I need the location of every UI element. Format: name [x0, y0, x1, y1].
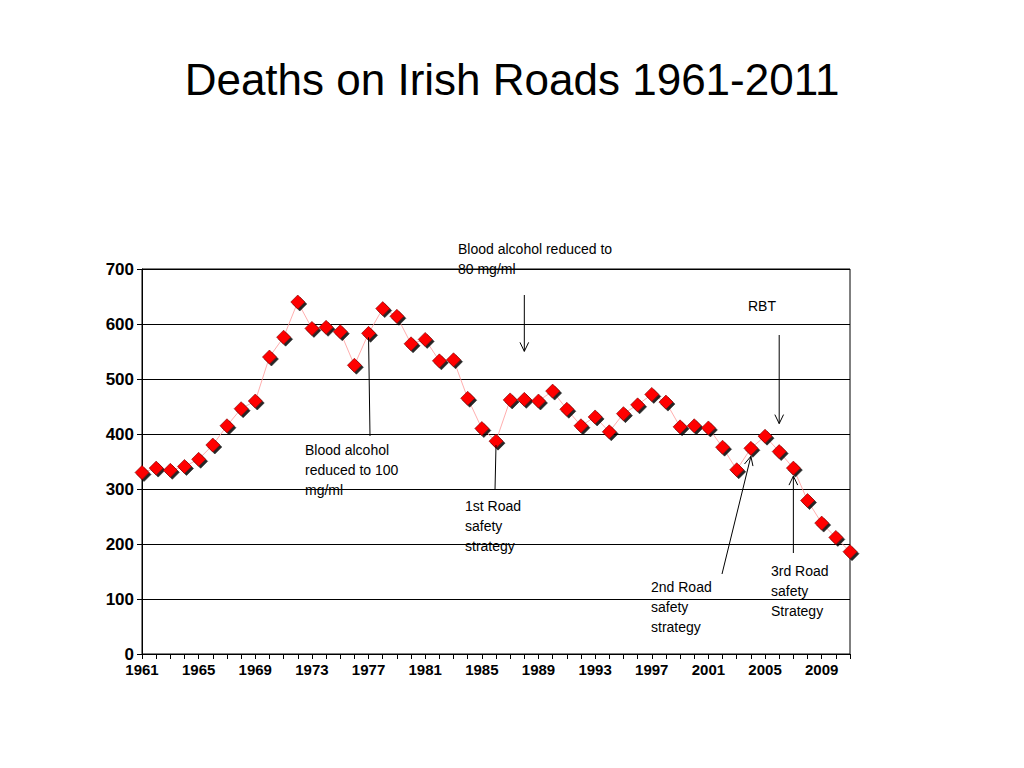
svg-text:2005: 2005	[748, 661, 781, 678]
svg-text:strategy: strategy	[465, 538, 515, 554]
svg-text:400: 400	[106, 425, 134, 444]
svg-text:200: 200	[106, 535, 134, 554]
svg-text:2009: 2009	[805, 661, 838, 678]
svg-text:80 mg/ml: 80 mg/ml	[458, 261, 516, 277]
svg-text:0: 0	[124, 644, 134, 664]
svg-text:300: 300	[106, 480, 134, 499]
svg-text:500: 500	[106, 370, 134, 389]
svg-text:safety: safety	[651, 599, 688, 615]
svg-text:strategy: strategy	[651, 619, 701, 635]
svg-text:Strategy: Strategy	[771, 603, 823, 619]
svg-text:RBT: RBT	[748, 298, 776, 314]
svg-text:1969: 1969	[239, 661, 272, 678]
svg-text:2nd Road: 2nd Road	[651, 579, 712, 595]
svg-text:1973: 1973	[295, 661, 328, 678]
svg-text:safety: safety	[771, 583, 808, 599]
svg-text:1961: 1961	[125, 661, 158, 678]
svg-text:1981: 1981	[409, 661, 442, 678]
svg-text:1977: 1977	[352, 661, 385, 678]
svg-text:100: 100	[106, 590, 134, 609]
svg-text:600: 600	[106, 315, 134, 334]
svg-text:700: 700	[106, 260, 134, 279]
svg-text:2001: 2001	[692, 661, 725, 678]
svg-text:1st Road: 1st Road	[465, 498, 521, 514]
svg-text:3rd Road: 3rd Road	[771, 563, 829, 579]
svg-text:Blood alcohol reduced to: Blood alcohol reduced to	[458, 241, 612, 257]
svg-text:reduced to 100: reduced to 100	[305, 462, 399, 478]
svg-text:1997: 1997	[635, 661, 668, 678]
svg-text:1985: 1985	[465, 661, 498, 678]
svg-text:Blood alcohol: Blood alcohol	[305, 442, 389, 458]
svg-text:safety: safety	[465, 518, 502, 534]
svg-text:mg/ml: mg/ml	[305, 482, 343, 498]
svg-text:Deaths on Irish Roads 1961-201: Deaths on Irish Roads 1961-2011	[185, 55, 840, 104]
svg-text:1965: 1965	[182, 661, 215, 678]
svg-text:1993: 1993	[578, 661, 611, 678]
svg-text:1989: 1989	[522, 661, 555, 678]
